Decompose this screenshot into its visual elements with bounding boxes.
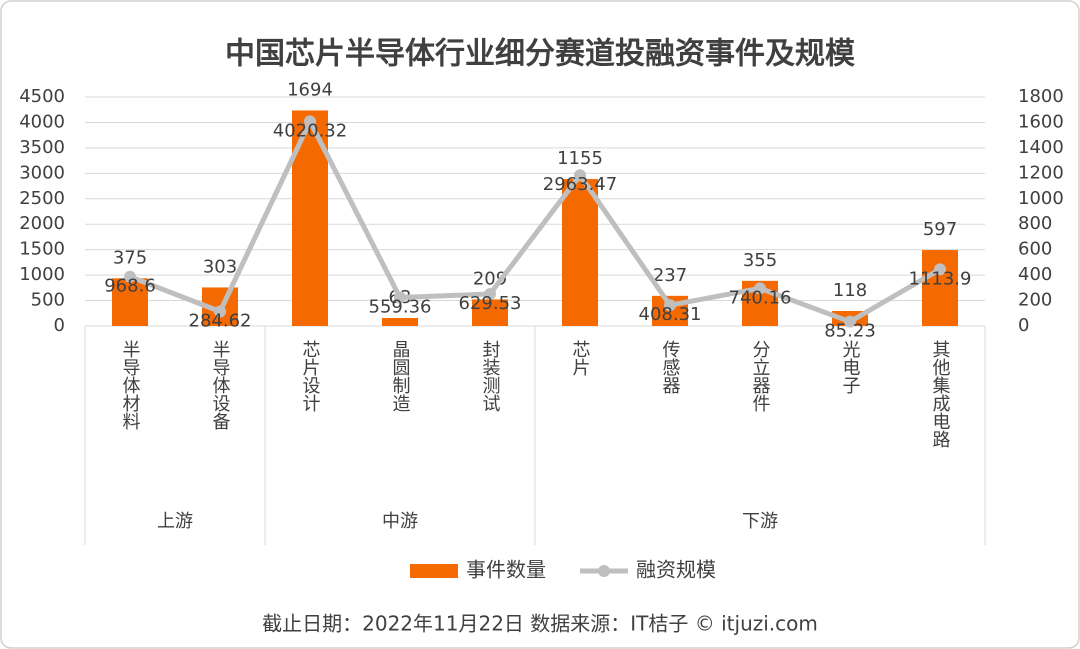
x-tick-label: 分立器件 — [750, 340, 771, 412]
y2-tick-label: 800 — [1018, 213, 1052, 234]
legend-label: 事件数量 — [466, 558, 546, 582]
y2-tick-label: 1400 — [1018, 137, 1064, 158]
y-tick-label: 1500 — [19, 239, 65, 260]
x-tick-label: 传感器 — [660, 340, 681, 394]
line-value-label: 740.16 — [729, 287, 792, 308]
line-value-label: 4020.32 — [273, 120, 347, 141]
x-tick-label: 晶圆制造 — [390, 340, 411, 412]
chart-title: 中国芯片半导体行业细分赛道投融资事件及规模 — [225, 37, 855, 72]
y2-tick-label: 0 — [1018, 315, 1029, 336]
line-marker — [484, 287, 496, 300]
y2-tick-label: 600 — [1018, 239, 1052, 260]
line-value-label: 2963.47 — [543, 174, 617, 195]
line-value-label: 85.23 — [824, 321, 876, 342]
line-value-label: 968.6 — [104, 276, 156, 297]
bar — [472, 299, 508, 326]
y-tick-label: 2500 — [19, 188, 65, 209]
line-marker — [934, 263, 946, 276]
group-label: 上游 — [157, 511, 193, 532]
y-tick-label: 0 — [54, 315, 65, 336]
legend-marker — [598, 565, 610, 577]
group-label: 下游 — [742, 511, 778, 532]
bar-value-label: 597 — [923, 219, 957, 240]
x-tick-label: 芯片 — [570, 340, 591, 376]
y-tick-label: 3000 — [19, 162, 65, 183]
y-tick-label: 500 — [31, 290, 65, 311]
y2-tick-label: 400 — [1018, 264, 1052, 285]
bar — [382, 317, 418, 326]
line-value-label: 559.36 — [369, 297, 432, 318]
y-tick-label: 4000 — [19, 111, 65, 132]
x-tick-label: 半导体设备 — [210, 340, 231, 430]
x-tick-label: 半导体材料 — [120, 340, 141, 430]
line-marker — [844, 315, 856, 328]
y2-tick-label: 1600 — [1018, 111, 1064, 132]
line-marker — [124, 270, 136, 283]
bar-value-label: 1155 — [557, 148, 603, 169]
y2-tick-label: 1200 — [1018, 162, 1064, 183]
bar — [562, 179, 598, 326]
bar-value-label: 375 — [113, 247, 147, 268]
line-marker — [664, 299, 676, 312]
legend-swatch — [410, 564, 458, 578]
source-note: 截止日期：2022年11月22日 数据来源：IT桔子 © itjuzi.com — [262, 612, 818, 636]
y-tick-label: 2000 — [19, 213, 65, 234]
bar — [112, 278, 148, 326]
x-tick-label: 其他集成电路 — [930, 340, 951, 448]
y2-tick-label: 1000 — [1018, 188, 1064, 209]
y-tick-label: 4500 — [19, 86, 65, 107]
group-label: 中游 — [382, 511, 418, 532]
line-marker — [304, 115, 316, 128]
bar — [922, 250, 958, 326]
line-marker — [574, 169, 586, 182]
x-tick-label: 光电子 — [840, 340, 861, 394]
bar-value-label: 118 — [833, 280, 867, 301]
y2-tick-label: 1800 — [1018, 86, 1064, 107]
line-marker — [754, 282, 766, 295]
line-value-label: 1113.9 — [909, 268, 972, 289]
y-tick-label: 1000 — [19, 264, 65, 285]
line-value-label: 629.53 — [459, 293, 522, 314]
line — [129, 118, 942, 325]
bar-value-label: 237 — [653, 265, 687, 286]
line-value-label: 408.31 — [639, 304, 702, 325]
legend-label: 融资规模 — [636, 558, 716, 582]
y-tick-label: 3500 — [19, 137, 65, 158]
bar-value-label: 355 — [743, 250, 777, 271]
line-marker — [214, 305, 226, 318]
bar-value-label: 1694 — [287, 79, 333, 100]
line-marker — [394, 291, 406, 304]
x-tick-label: 芯片设计 — [300, 340, 321, 412]
y2-tick-label: 200 — [1018, 290, 1052, 311]
x-tick-label: 封装测试 — [480, 340, 501, 412]
bar-value-label: 303 — [203, 256, 237, 277]
line-value-label: 284.62 — [189, 311, 252, 332]
